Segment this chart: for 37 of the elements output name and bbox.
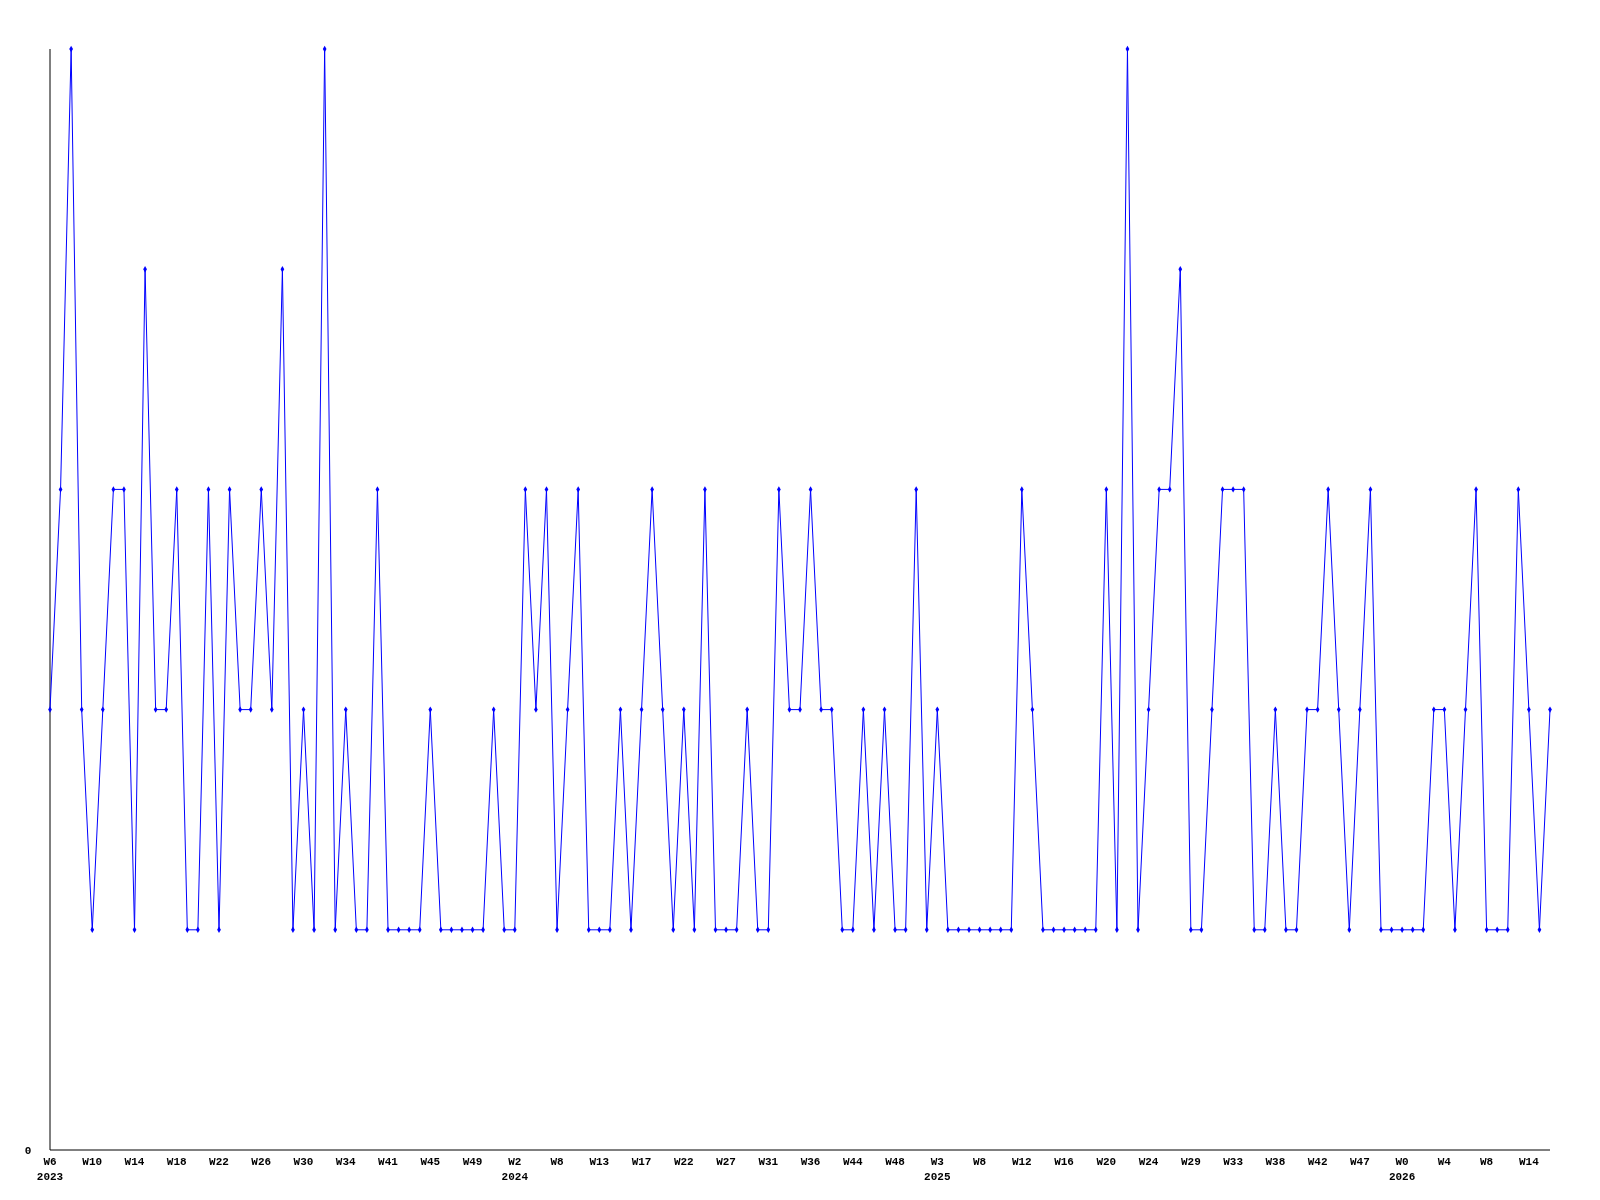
x-tick-label: W24 [1138,1156,1159,1168]
x-tick-label: W16 [1054,1156,1074,1168]
x-tick-label: W8 [1480,1156,1494,1168]
x-tick-label: W2 2024 [501,1156,529,1183]
x-tick-label: W6 2023 [36,1156,64,1183]
x-tick-label: W29 [1180,1156,1201,1168]
x-tick-label: W47 [1349,1156,1370,1168]
x-tick-label: W36 [800,1156,821,1168]
x-tick-label: W38 [1265,1156,1286,1168]
x-tick-label: W48 [885,1156,906,1168]
x-tick-label: W22 [673,1156,694,1168]
x-tick-label: W14 [124,1156,145,1168]
x-tick-label: W42 [1307,1156,1328,1168]
x-tick-label: W27 [716,1156,736,1168]
x-tick-label: W31 [758,1156,779,1168]
x-tick-label: W13 [589,1156,610,1168]
x-tick-label: W0 2026 [1388,1156,1416,1183]
text: 0 [24,1145,32,1157]
x-tick-label: W10 [82,1156,103,1168]
x-tick-label: W45 [420,1156,441,1168]
x-tick-label: W34 [335,1156,357,1168]
x-tick-label: W8 [550,1156,565,1168]
x-tick-label: W17 [631,1156,652,1168]
x-tick-label: W18 [166,1156,188,1168]
x-tick-label: W4 [1437,1156,1452,1168]
x-tick-label: W33 [1223,1156,1244,1168]
x-tick-label: W49 [462,1156,483,1168]
x-tick-label: W30 [293,1156,314,1168]
x-tick-label: W14 [1518,1156,1540,1168]
x-tick-label: W22 [209,1156,229,1168]
x-tick-label: W44 [842,1156,864,1168]
x-tick-label: W20 [1096,1156,1117,1168]
x-tick-label: W41 [378,1156,399,1168]
x-tick-label: W3 2025 [924,1156,951,1183]
x-tick-label: W12 [1011,1156,1032,1168]
x-tick-label: W26 [251,1156,272,1168]
x-tick-label: W8 [972,1156,987,1168]
